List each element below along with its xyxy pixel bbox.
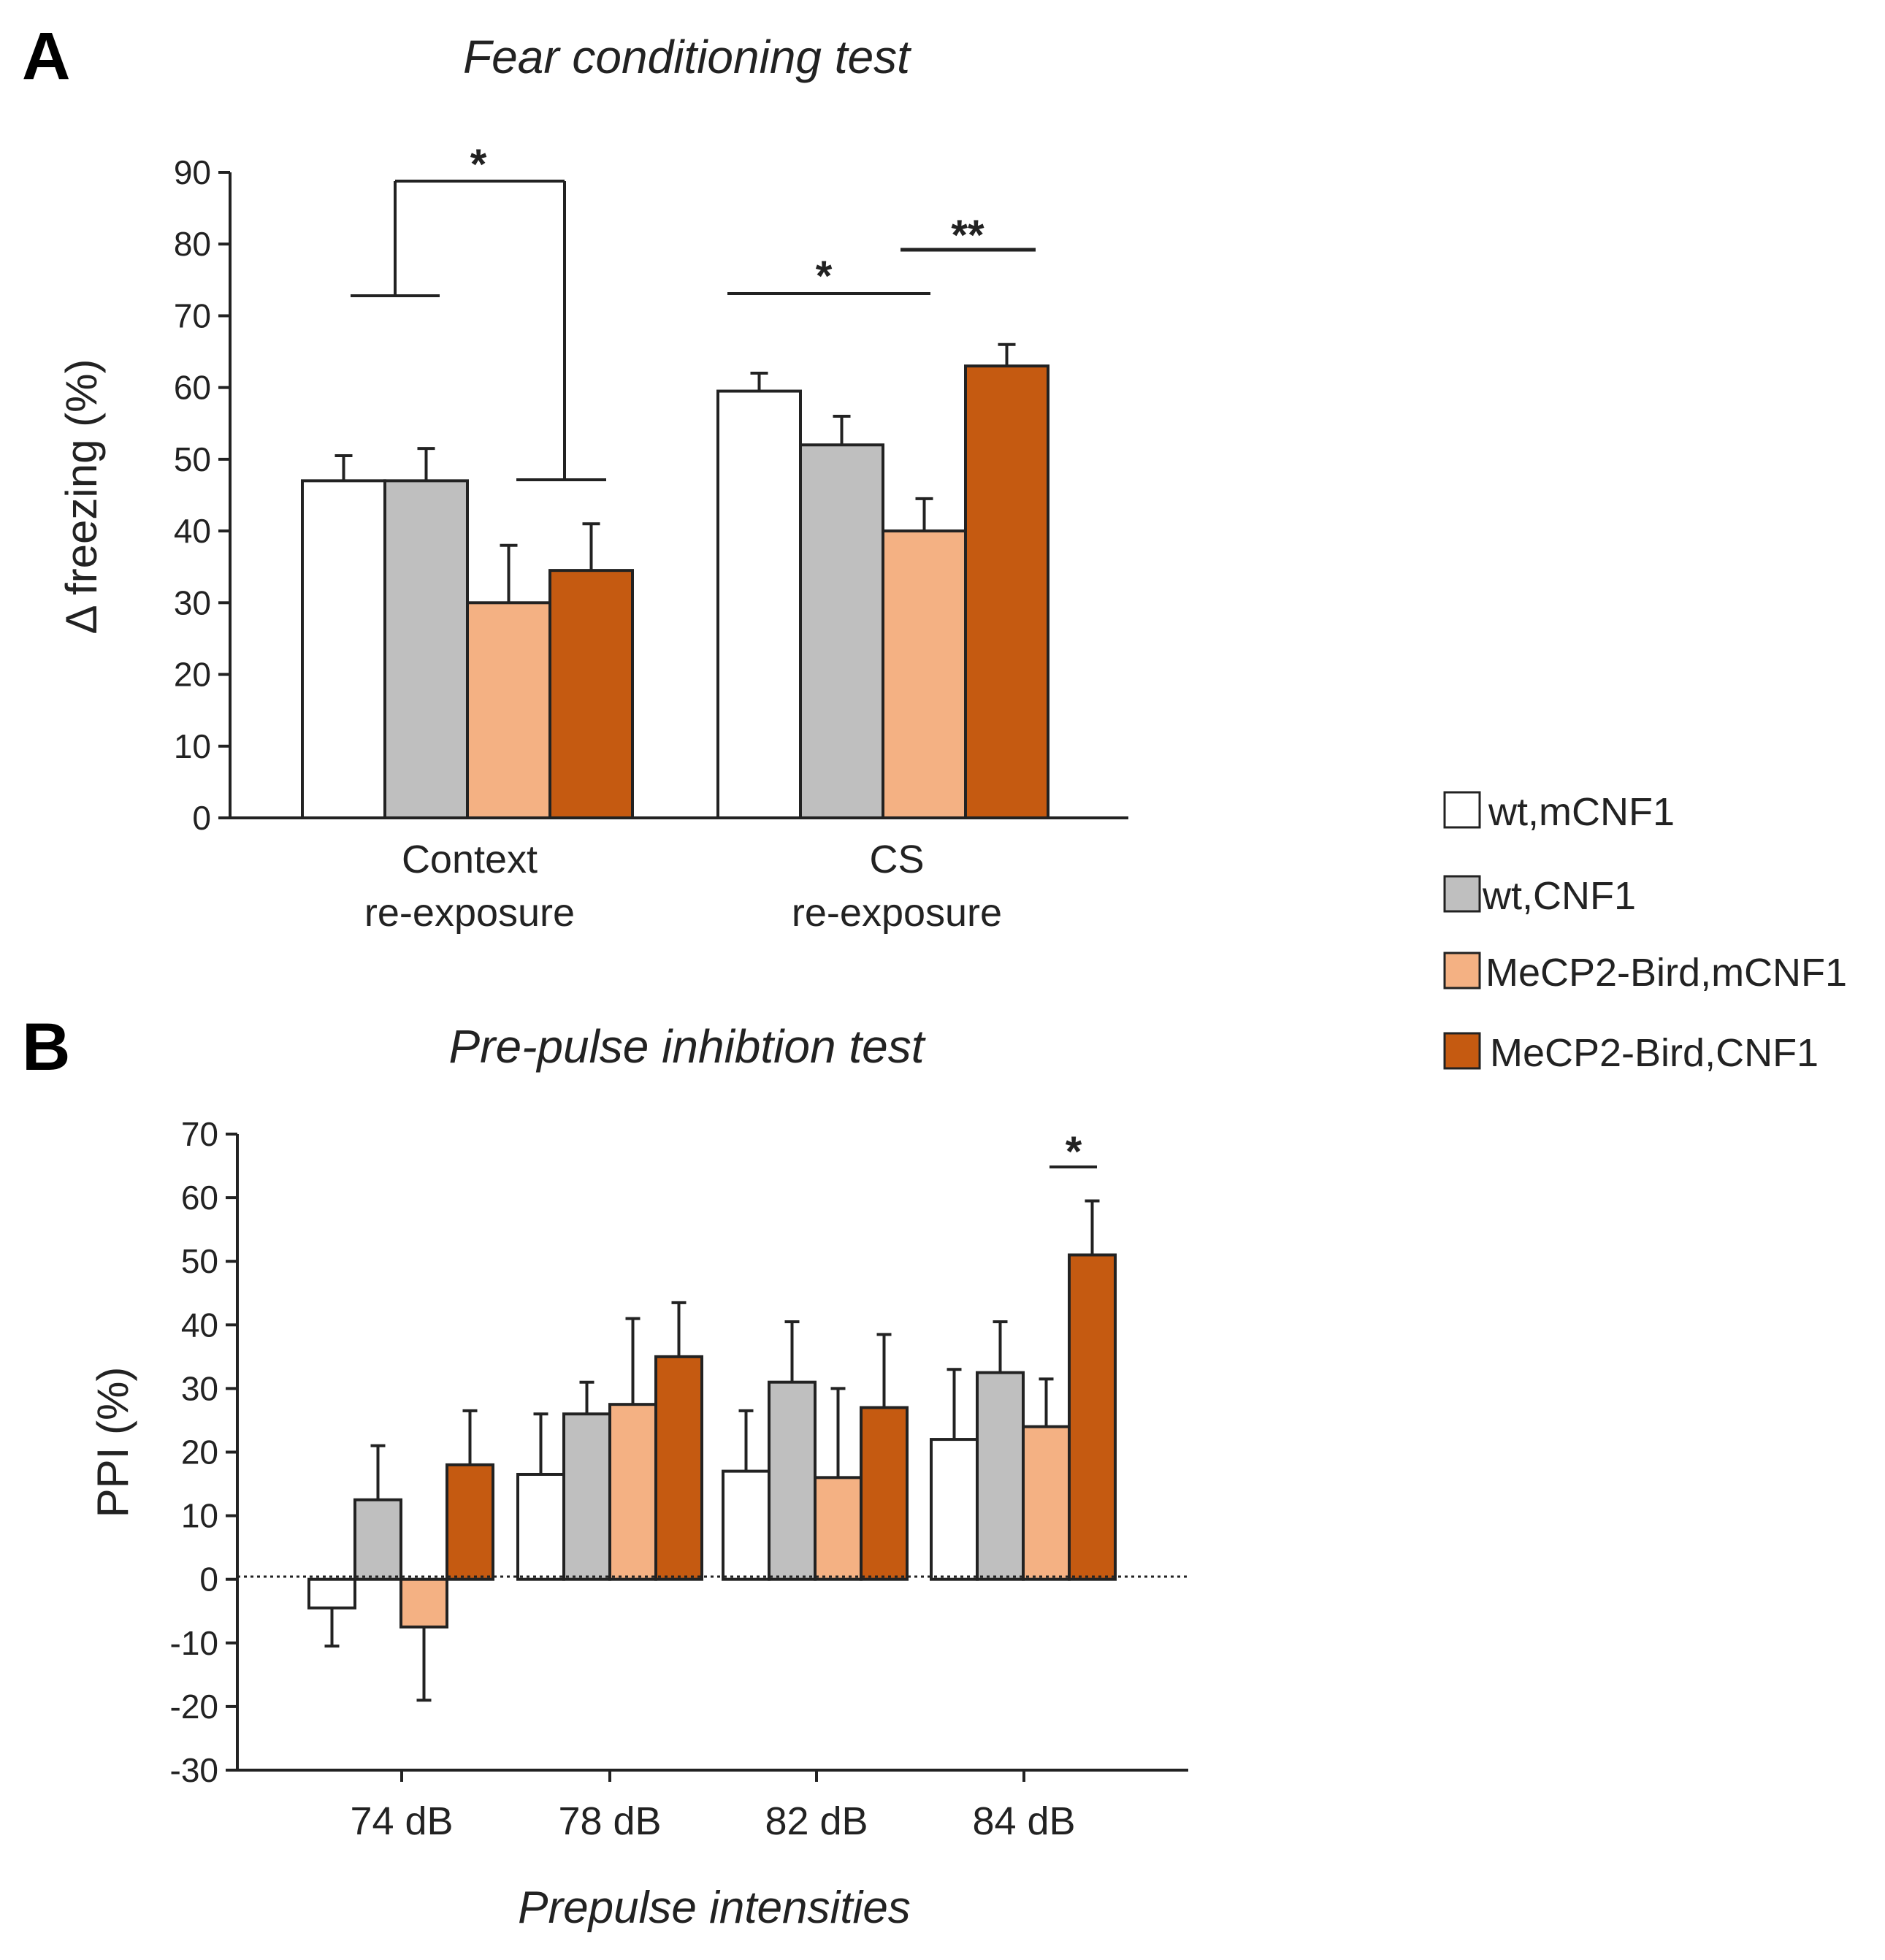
y-tick-label: 50 <box>181 1242 218 1280</box>
bar <box>383 479 469 819</box>
panel-b-prepulse-inhibition: B Pre-pulse inhibtion test PPI (%) -30 -2… <box>22 1010 1188 1933</box>
panel-b-y-axis-title: PPI (%) <box>88 1367 137 1518</box>
legend-item-wt-mcnf1: wt,mCNF1 <box>1443 790 1675 834</box>
panel-a-fear-conditioning: A Fear conditioning test Δ freezing (%) … <box>22 19 1128 935</box>
y-tick-label: 10 <box>174 727 211 765</box>
y-tick-label: 20 <box>174 656 211 694</box>
legend-item-wt-cnf1: wt,CNF1 <box>1443 874 1636 918</box>
bar <box>716 389 802 819</box>
bar <box>882 529 967 819</box>
panel-a-category-label: re-exposure <box>364 891 575 935</box>
bar <box>860 1406 909 1581</box>
bar <box>466 601 551 819</box>
bar <box>399 1577 448 1629</box>
panel-a-bars <box>301 364 1049 820</box>
y-tick-label: 0 <box>192 799 211 837</box>
panel-a-significance-context <box>351 180 606 481</box>
legend-label: wt,CNF1 <box>1482 874 1636 918</box>
y-tick-label: 40 <box>181 1306 218 1344</box>
y-tick-label: 30 <box>174 583 211 621</box>
bar <box>562 1412 611 1581</box>
panel-b-letter: B <box>22 1010 70 1084</box>
y-tick-label: -10 <box>170 1624 218 1662</box>
panel-a-significance-star: * <box>816 253 833 300</box>
legend-swatch <box>1443 791 1481 829</box>
y-tick-label: 90 <box>174 153 211 191</box>
panel-b-error-bars <box>324 1199 1100 1702</box>
legend-label: MeCP2-Bird,CNF1 <box>1490 1031 1819 1075</box>
y-tick-label: -20 <box>170 1688 218 1726</box>
panel-b-significance-star: * <box>1066 1128 1082 1176</box>
y-tick-label: 70 <box>181 1115 218 1153</box>
panel-a-category-label: re-exposure <box>792 891 1002 935</box>
bar <box>654 1355 703 1581</box>
bar <box>301 479 386 819</box>
y-tick-label: 80 <box>174 225 211 263</box>
panel-b-x-axis-title: Prepulse intensities <box>518 1883 911 1933</box>
bar <box>1022 1425 1071 1581</box>
legend-swatch <box>1443 1032 1481 1070</box>
y-tick-label: 40 <box>174 512 211 550</box>
panel-b-title: Pre-pulse inhibtion test <box>448 1020 925 1073</box>
bar <box>548 569 634 820</box>
bar <box>608 1403 657 1581</box>
y-tick-label: 10 <box>181 1497 218 1535</box>
panel-a-error-bars <box>334 342 1016 603</box>
x-tick-label: 82 dB <box>765 1799 868 1843</box>
panel-a-y-axis-title: Δ freezing (%) <box>57 359 106 635</box>
panel-a-category-label: CS <box>869 838 924 881</box>
bar <box>930 1438 979 1581</box>
panel-a-letter: A <box>22 19 70 93</box>
legend-label: MeCP2-Bird,mCNF1 <box>1486 951 1847 995</box>
bar <box>722 1469 771 1581</box>
y-tick-label: 60 <box>181 1179 218 1217</box>
y-tick-label: 30 <box>181 1369 218 1407</box>
legend-item-mecp2-bird-mcnf1: MeCP2-Bird,mCNF1 <box>1443 951 1847 995</box>
bar <box>799 443 884 819</box>
panel-b-x-ticks: 74 dB 78 dB 82 dB 84 dB <box>350 1770 1076 1843</box>
bar <box>446 1463 494 1581</box>
bar <box>814 1476 863 1581</box>
panel-b-y-ticks: -30 -20 -10 0 10 20 30 40 50 60 70 <box>170 1115 237 1789</box>
panel-a-significance-stars: ** <box>951 212 984 259</box>
y-tick-label: 50 <box>174 440 211 478</box>
panel-a-y-ticks: 0 10 20 30 40 50 60 70 80 90 <box>174 153 230 837</box>
x-tick-label: 74 dB <box>350 1799 453 1843</box>
bar <box>964 364 1049 819</box>
panel-a-significance-star: * <box>470 141 487 188</box>
y-tick-label: 20 <box>181 1433 218 1471</box>
legend-label: wt,mCNF1 <box>1488 790 1675 834</box>
x-tick-label: 84 dB <box>972 1799 1075 1843</box>
bar <box>976 1371 1025 1581</box>
bar <box>768 1380 817 1581</box>
bar <box>516 1472 565 1581</box>
bar <box>307 1577 356 1609</box>
panel-a-category-label: Context <box>402 838 538 881</box>
legend-item-mecp2-bird-cnf1: MeCP2-Bird,CNF1 <box>1443 1031 1819 1075</box>
legend-swatch <box>1443 875 1481 913</box>
bar <box>1068 1253 1117 1581</box>
panel-a-title: Fear conditioning test <box>463 31 911 83</box>
bar <box>353 1498 402 1581</box>
legend: wt,mCNF1 wt,CNF1 MeCP2-Bird,mCNF1 MeCP2-… <box>1443 790 1847 1075</box>
y-tick-label: 0 <box>199 1561 218 1599</box>
y-tick-label: 70 <box>174 296 211 334</box>
y-tick-label: 60 <box>174 369 211 407</box>
y-tick-label: -30 <box>170 1751 218 1789</box>
legend-swatch <box>1443 952 1481 989</box>
x-tick-label: 78 dB <box>558 1799 661 1843</box>
panel-b-bars <box>307 1253 1117 1629</box>
